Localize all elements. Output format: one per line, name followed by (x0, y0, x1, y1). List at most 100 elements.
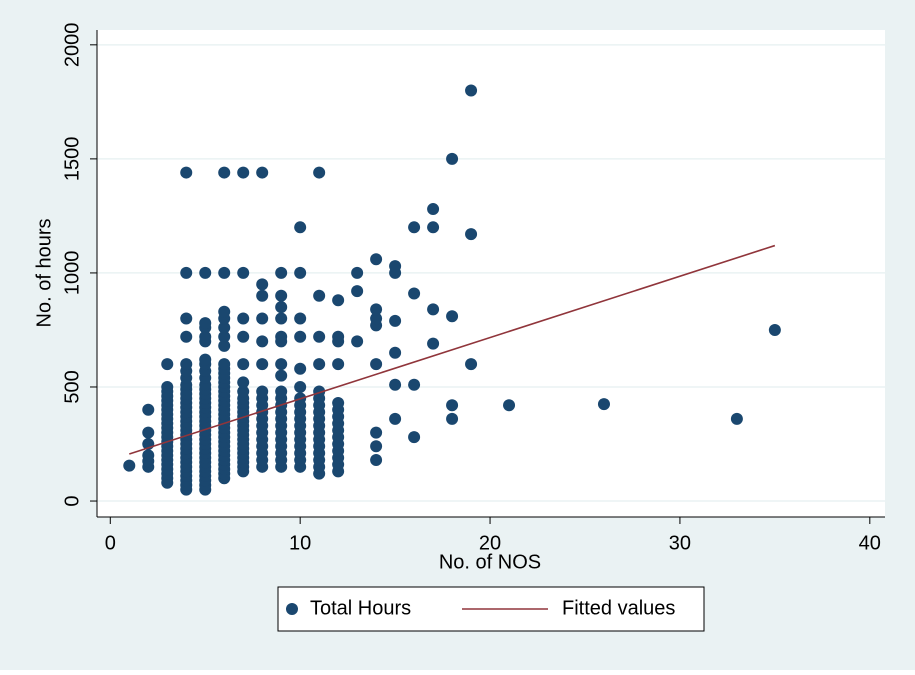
point (370, 440, 383, 453)
point (161, 380, 174, 393)
point (237, 166, 250, 179)
y-tick-label: 2000 (61, 23, 83, 68)
point (768, 323, 781, 336)
point (465, 84, 478, 97)
point (275, 266, 288, 279)
y-tick-label: 1000 (61, 251, 83, 296)
point (408, 378, 421, 391)
point (465, 358, 478, 371)
point (256, 312, 269, 325)
point (199, 330, 212, 343)
point (370, 253, 383, 266)
point (275, 369, 288, 382)
x-tick-label: 10 (289, 532, 311, 554)
point (370, 453, 383, 466)
point (313, 166, 326, 179)
fit-line (129, 244, 776, 455)
point (199, 266, 212, 279)
point (389, 378, 402, 391)
y-tick-label: 500 (61, 370, 83, 403)
point (256, 358, 269, 371)
x-axis-title: No. of NOS (439, 551, 541, 573)
point (446, 412, 459, 425)
point (275, 385, 288, 398)
point (370, 303, 383, 316)
point (142, 449, 155, 462)
point (142, 426, 155, 439)
point (218, 305, 231, 318)
point (180, 330, 193, 343)
point (427, 203, 440, 216)
point (294, 266, 307, 279)
point (446, 399, 459, 412)
point (389, 412, 402, 425)
point (427, 221, 440, 234)
x-tick-label: 0 (105, 532, 116, 554)
point (199, 317, 212, 330)
point (294, 362, 307, 375)
point (446, 152, 459, 165)
point (256, 166, 269, 179)
point (294, 312, 307, 325)
point (294, 330, 307, 343)
legend-label: Total Hours (310, 597, 411, 619)
point (351, 285, 364, 298)
point (408, 287, 421, 300)
point (389, 346, 402, 359)
point (237, 266, 250, 279)
legend-label: Fitted values (562, 597, 675, 619)
point (730, 412, 743, 425)
point (597, 398, 610, 411)
point (199, 353, 212, 366)
point (351, 266, 364, 279)
point (275, 330, 288, 343)
point (180, 266, 193, 279)
point (275, 289, 288, 302)
point (180, 166, 193, 179)
point (313, 289, 326, 302)
point (351, 335, 364, 348)
point (237, 312, 250, 325)
point (275, 358, 288, 371)
point (237, 385, 250, 398)
point (446, 310, 459, 323)
point (370, 426, 383, 439)
x-tick-label: 40 (859, 532, 881, 554)
point (313, 358, 326, 371)
point (332, 396, 345, 409)
point (294, 380, 307, 393)
point (408, 221, 421, 234)
x-tick-label: 30 (669, 532, 691, 554)
point (218, 358, 231, 371)
point (427, 337, 440, 350)
point (256, 385, 269, 398)
point (256, 278, 269, 291)
point (256, 289, 269, 302)
y-tick-label: 1500 (61, 137, 83, 182)
point (218, 266, 231, 279)
point (123, 459, 136, 472)
point (161, 358, 174, 371)
point (332, 294, 345, 307)
point (218, 321, 231, 334)
point (313, 330, 326, 343)
point (275, 312, 288, 325)
point (427, 303, 440, 316)
point (237, 358, 250, 371)
point (389, 314, 402, 327)
point (294, 221, 307, 234)
y-tick-label: 0 (61, 495, 83, 506)
point (370, 312, 383, 325)
point (237, 330, 250, 343)
point (370, 358, 383, 371)
point (332, 358, 345, 371)
point (465, 228, 478, 241)
point (218, 339, 231, 352)
point (313, 385, 326, 398)
point (389, 260, 402, 273)
point (180, 358, 193, 371)
point (256, 335, 269, 348)
point (218, 330, 231, 343)
point (218, 166, 231, 179)
